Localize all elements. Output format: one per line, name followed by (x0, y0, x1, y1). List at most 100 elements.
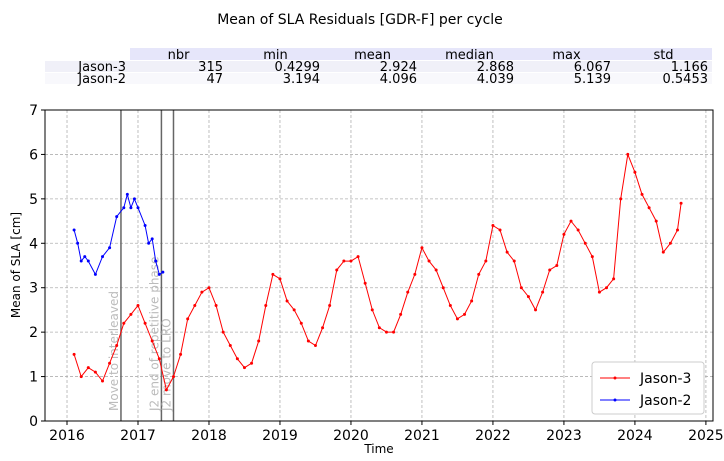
x-tick-label: 2018 (191, 428, 227, 444)
data-point (292, 308, 296, 312)
data-point (299, 321, 303, 325)
x-tick-label: 2024 (617, 428, 653, 444)
data-point (569, 219, 573, 223)
data-point (186, 317, 190, 321)
table-header: min (263, 48, 288, 63)
data-point (79, 259, 83, 263)
y-tick-label: 0 (29, 414, 38, 430)
data-point (399, 312, 403, 316)
data-point (619, 197, 623, 201)
data-point (115, 215, 119, 219)
table-cell: 3.194 (283, 72, 320, 87)
data-point (235, 357, 239, 361)
data-point (164, 388, 168, 392)
data-point (519, 286, 523, 290)
data-point (150, 339, 154, 343)
data-point (200, 290, 204, 294)
data-point (541, 290, 545, 294)
data-point (72, 352, 76, 356)
data-point (179, 352, 183, 356)
data-point (147, 241, 151, 245)
data-point (129, 312, 133, 316)
legend: Jason-3 Jason-2 (591, 361, 705, 415)
table-cell: 0.4299 (275, 60, 321, 75)
table-cell: 4.096 (380, 72, 417, 87)
data-point (157, 272, 161, 276)
data-point (108, 246, 112, 250)
chart-title: Mean of SLA Residuals [GDR-F] per cycle (217, 12, 503, 28)
data-point (171, 375, 175, 379)
table-header: mean (354, 48, 391, 63)
data-point (342, 259, 346, 263)
table-header: std (653, 48, 673, 63)
data-point (313, 343, 317, 347)
data-point (76, 241, 80, 245)
data-point (448, 303, 452, 307)
x-tick-label: 2025 (688, 428, 724, 444)
data-point (420, 246, 424, 250)
table-cell: 47 (206, 72, 223, 87)
data-point (136, 303, 140, 307)
data-point (377, 326, 381, 330)
data-point (214, 303, 218, 307)
data-point (143, 224, 147, 228)
data-point (335, 268, 339, 272)
data-point (562, 232, 566, 236)
data-point (384, 330, 388, 334)
legend-marker (613, 376, 617, 380)
data-point (534, 308, 538, 312)
data-point (498, 228, 502, 232)
data-point (555, 264, 559, 267)
y-tick-label: 7 (29, 103, 38, 119)
legend-label: Jason-3 (639, 371, 691, 387)
data-point (434, 268, 438, 272)
data-point (548, 268, 552, 272)
data-point (491, 224, 495, 228)
x-tick-label: 2023 (546, 428, 582, 444)
data-point (526, 295, 530, 299)
data-point (605, 286, 609, 290)
data-point (477, 272, 481, 276)
data-point (640, 192, 644, 196)
table-header: nbr (168, 48, 190, 63)
data-point (264, 303, 268, 307)
data-point (590, 255, 594, 259)
data-point (626, 152, 630, 156)
data-point (406, 290, 410, 294)
table-row-label: Jason-2 (77, 72, 126, 87)
table-header: max (552, 48, 581, 63)
table-cell: 5.139 (574, 72, 611, 87)
data-point (463, 312, 467, 316)
data-point (612, 277, 616, 281)
table-cell: 2.868 (477, 60, 514, 75)
table-cell: 4.039 (477, 72, 514, 87)
data-point (349, 259, 353, 263)
legend-label: Jason-2 (639, 393, 691, 409)
data-point (108, 361, 112, 365)
data-point (125, 192, 129, 196)
data-point (157, 357, 161, 361)
data-point (306, 339, 310, 343)
table-cell: 6.067 (574, 60, 611, 75)
data-point (455, 317, 459, 321)
data-point (576, 228, 580, 232)
data-point (143, 321, 147, 325)
data-point (250, 361, 254, 365)
data-point (154, 259, 158, 263)
data-point (647, 206, 651, 210)
data-point (122, 321, 126, 325)
x-axis-label: Time (363, 442, 393, 456)
data-point (679, 201, 683, 205)
data-point (93, 272, 97, 276)
data-point (193, 303, 197, 307)
data-point (83, 255, 87, 259)
table-header: median (445, 48, 494, 63)
data-point (470, 299, 474, 303)
data-point (427, 259, 431, 263)
table-cell: 1.166 (671, 60, 708, 75)
table-cell: 2.924 (380, 60, 417, 75)
x-tick-label: 2021 (404, 428, 440, 444)
data-point (161, 270, 165, 274)
data-point (101, 255, 105, 259)
